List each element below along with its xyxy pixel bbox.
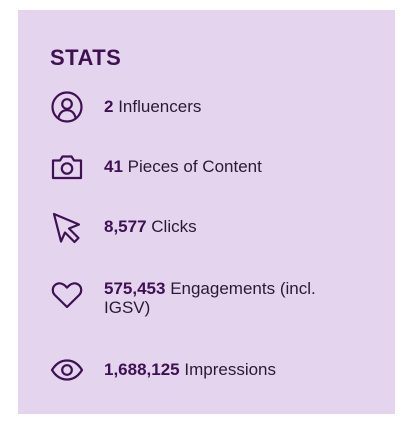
stat-label: Influencers: [118, 97, 202, 116]
stat-impressions: 1,688,125 Impressions: [50, 353, 370, 387]
stat-value: 41: [104, 157, 123, 176]
stat-label: Impressions: [184, 360, 277, 379]
stat-value: 2: [104, 97, 114, 116]
stats-title: STATS: [50, 45, 122, 70]
stat-text: 2 Influencers: [104, 90, 344, 116]
stat-value: 1,688,125: [104, 360, 180, 379]
stat-engagements: 575,453 Engagements (incl. IGSV): [50, 272, 370, 317]
stat-text: 8,577 Clicks: [104, 210, 344, 236]
stat-value: 575,453: [104, 279, 166, 298]
stat-clicks: 8,577 Clicks: [50, 210, 370, 244]
stat-text: 1,688,125 Impressions: [104, 353, 344, 379]
stat-value: 8,577: [104, 217, 147, 236]
stat-label: Engagements (incl. IGSV): [104, 279, 316, 317]
stat-influencers: 2 Influencers: [50, 90, 370, 124]
cursor-icon: [50, 210, 84, 244]
user-icon: [50, 90, 84, 124]
stat-label: Pieces of Content: [127, 157, 262, 176]
stat-text: 41 Pieces of Content: [104, 150, 344, 176]
camera-icon: [50, 150, 84, 184]
stats-card: STATS 2 Influencers 41 Pieces of Content: [18, 10, 395, 414]
stat-text: 575,453 Engagements (incl. IGSV): [104, 272, 344, 317]
stat-label: Clicks: [151, 217, 197, 236]
heart-icon: [50, 278, 84, 312]
eye-icon: [50, 353, 84, 387]
stat-content: 41 Pieces of Content: [50, 150, 370, 184]
